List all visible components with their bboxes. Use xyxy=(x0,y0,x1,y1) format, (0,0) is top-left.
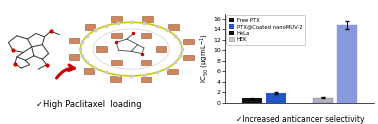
Bar xyxy=(85,24,95,30)
Text: ✓Increased anticancer selectivity: ✓Increased anticancer selectivity xyxy=(236,115,365,124)
Bar xyxy=(141,33,151,38)
Legend: Free PTX, PTX@Coated nanoMUV-2, HeLa, HEK: Free PTX, PTX@Coated nanoMUV-2, HeLa, HE… xyxy=(226,15,305,45)
Y-axis label: IC$_{50}$ (μgmL$^{-1}$): IC$_{50}$ (μgmL$^{-1}$) xyxy=(199,33,211,83)
Bar xyxy=(242,98,262,103)
Bar xyxy=(313,98,333,103)
Bar xyxy=(111,60,122,65)
Bar xyxy=(141,60,151,65)
Bar xyxy=(141,77,151,82)
Bar xyxy=(168,24,179,30)
Bar xyxy=(156,46,166,52)
Bar xyxy=(69,38,79,43)
Bar xyxy=(96,46,107,52)
Bar xyxy=(167,69,178,74)
Bar xyxy=(68,54,79,60)
Text: ✓High Paclitaxel  loading: ✓High Paclitaxel loading xyxy=(36,100,142,109)
Bar xyxy=(84,68,94,74)
Bar xyxy=(266,93,286,103)
Bar xyxy=(337,25,357,103)
Bar xyxy=(110,76,121,82)
Bar xyxy=(183,39,194,44)
Bar xyxy=(183,55,194,60)
Bar xyxy=(111,16,122,22)
Bar xyxy=(142,16,153,22)
Bar xyxy=(111,33,122,38)
